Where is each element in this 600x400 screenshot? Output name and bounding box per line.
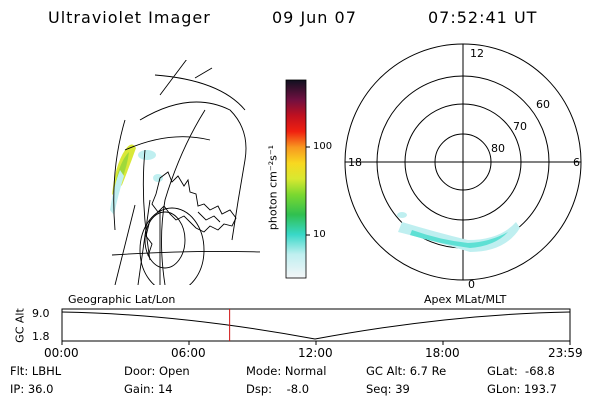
polar-label-80: 80 (491, 142, 505, 155)
polar-label-12: 12 (470, 47, 484, 60)
polar-label-70: 70 (513, 120, 527, 133)
filter-info: Flt: LBHL (10, 364, 62, 378)
glon-info: GLon: 193.7 (487, 382, 557, 396)
gc-alt-info: GC Alt: 6.7 Re (366, 364, 447, 378)
door-info: Door: Open (124, 364, 190, 378)
colorbar-tick-10: 10 (313, 229, 326, 240)
x-tick-1200: 12:00 (298, 346, 333, 360)
glat-info: GLat: -68.8 (487, 364, 555, 378)
x-tick-0000: 00:00 (44, 346, 79, 360)
polar-label-0: 0 (468, 278, 475, 291)
x-tick-2359: 23:59 (548, 346, 583, 360)
polar-label-18: 18 (348, 156, 362, 169)
apex-label: Apex MLat/MLT (424, 293, 507, 306)
geographic-label: Geographic Lat/Lon (68, 293, 176, 306)
polar-label-60: 60 (536, 98, 550, 111)
seq-info: Seq: 39 (366, 382, 410, 396)
y-tick-high: 9.0 (32, 307, 50, 320)
observation-date: 09 Jun 07 (272, 8, 357, 27)
instrument-title: Ultraviolet Imager (48, 8, 211, 27)
x-tick-1800: 18:00 (425, 346, 460, 360)
dsp-info: Dsp: -8.0 (246, 382, 310, 396)
gain-info: Gain: 14 (124, 382, 173, 396)
ip-info: IP: 36.0 (10, 382, 54, 396)
colorbar-tick-100: 100 (313, 141, 333, 152)
mode-info: Mode: Normal (246, 364, 327, 378)
observation-time: 07:52:41 UT (428, 8, 538, 27)
y-tick-low: 1.8 (32, 330, 50, 343)
x-tick-0600: 06:00 (171, 346, 206, 360)
polar-label-6: 6 (573, 156, 580, 169)
